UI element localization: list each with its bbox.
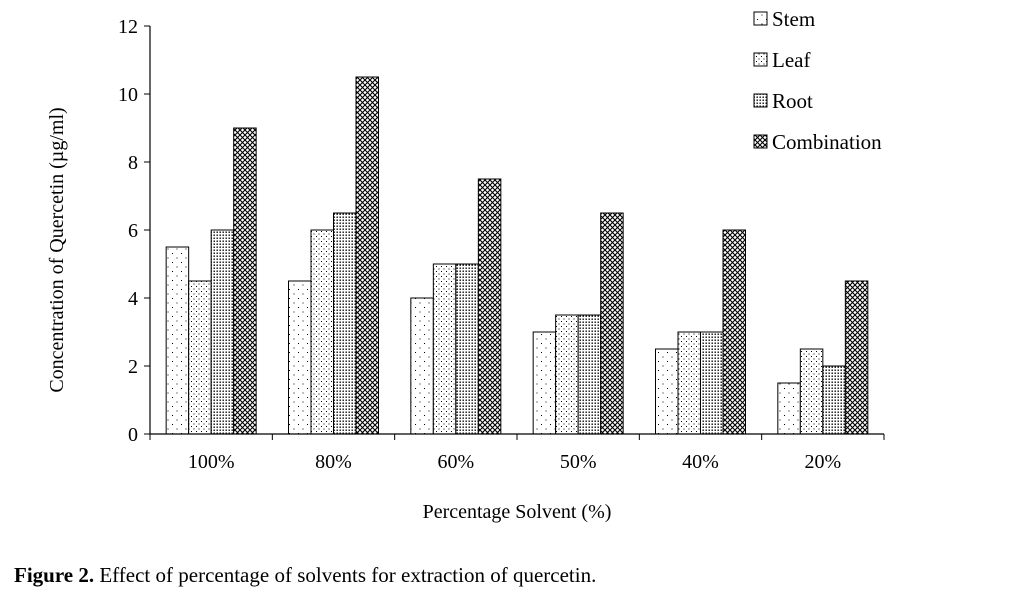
legend-swatch-combination bbox=[753, 134, 768, 149]
y-tick-label: 12 bbox=[118, 16, 138, 38]
x-tick-label: 50% bbox=[560, 451, 597, 473]
legend-swatch-root bbox=[753, 93, 768, 108]
figure-caption-label: Figure 2. bbox=[14, 563, 95, 587]
y-tick-label: 10 bbox=[118, 84, 138, 106]
y-tick-label: 0 bbox=[128, 424, 138, 446]
bar-root-4 bbox=[577, 314, 602, 435]
bar-leaf-5 bbox=[677, 331, 701, 435]
bar-root-6 bbox=[822, 365, 846, 435]
bar-combination-5 bbox=[722, 229, 746, 435]
bar-leaf-4 bbox=[555, 314, 579, 435]
bar-root-1 bbox=[210, 229, 235, 435]
bar-leaf-2 bbox=[310, 229, 334, 435]
y-axis-title: Concentration of Quercetin (µg/ml) bbox=[46, 107, 68, 392]
figure-caption: Figure 2. Effect of percentage of solven… bbox=[14, 562, 596, 588]
legend-label-stem: Stem bbox=[772, 7, 815, 31]
x-axis-title: Percentage Solvent (%) bbox=[423, 501, 612, 523]
y-tick-label: 2 bbox=[128, 356, 138, 378]
bar-combination-2 bbox=[355, 76, 379, 435]
bar-combination-4 bbox=[600, 212, 624, 435]
legend-swatch-stem bbox=[753, 11, 768, 26]
bar-root-3 bbox=[455, 263, 479, 435]
x-tick-label: 100% bbox=[188, 451, 235, 473]
bar-combination-3 bbox=[477, 178, 502, 435]
bar-stem-3 bbox=[410, 297, 434, 435]
bar-stem-4 bbox=[532, 331, 557, 435]
bar-leaf-3 bbox=[432, 263, 457, 435]
bar-chart: 0 2 4 6 8 10 12 100% 80% 60% 50% 40% 20% Percentage S… bbox=[46, 7, 885, 523]
bar-stem-1 bbox=[165, 246, 190, 435]
legend-label-combination: Combination bbox=[772, 130, 882, 154]
legend-label-root: Root bbox=[772, 89, 813, 113]
bar-stem-5 bbox=[655, 348, 679, 435]
x-tick-label: 60% bbox=[437, 451, 474, 473]
y-tick-label: 4 bbox=[128, 288, 138, 310]
y-tick-label: 6 bbox=[128, 220, 138, 242]
legend-swatch-leaf bbox=[753, 52, 768, 67]
figure-caption-text: Effect of percentage of solvents for ext… bbox=[94, 563, 597, 587]
bar-root-5 bbox=[700, 331, 724, 435]
bar-combination-6 bbox=[844, 280, 869, 435]
bar-root-2 bbox=[333, 212, 357, 435]
bar-leaf-6 bbox=[799, 348, 824, 435]
x-tick-label: 80% bbox=[315, 451, 352, 473]
bar-combination-1 bbox=[233, 127, 257, 435]
x-tick-label: 40% bbox=[682, 451, 719, 473]
x-tick-label: 20% bbox=[804, 451, 841, 473]
bar-stem-2 bbox=[288, 280, 312, 435]
bar-stem-6 bbox=[777, 382, 801, 435]
bar-leaf-1 bbox=[188, 280, 212, 435]
legend-label-leaf: Leaf bbox=[772, 48, 810, 72]
y-tick-label: 8 bbox=[128, 152, 138, 174]
